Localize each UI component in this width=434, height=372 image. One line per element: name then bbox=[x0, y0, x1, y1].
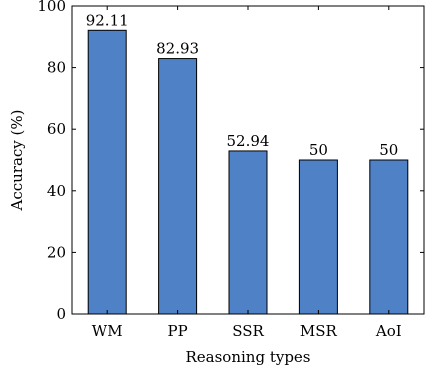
data-label-ssr: 52.94 bbox=[227, 132, 270, 150]
y-tick-label: 40 bbox=[47, 182, 66, 200]
x-tick-label-ssr: SSR bbox=[232, 322, 264, 340]
x-axis-title: Reasoning types bbox=[185, 348, 310, 366]
y-axis-title: Accuracy (%) bbox=[8, 109, 26, 211]
y-tick-label: 20 bbox=[47, 243, 66, 261]
bar-aoi bbox=[369, 159, 409, 315]
x-tick-label-pp: PP bbox=[168, 322, 188, 340]
data-label-msr: 50 bbox=[309, 141, 328, 159]
x-axis-ticks: WM PP SSR MSR AoI bbox=[92, 6, 402, 340]
bar-wm bbox=[87, 29, 127, 315]
x-tick-label-msr: MSR bbox=[300, 322, 338, 340]
y-tick-label: 80 bbox=[47, 59, 66, 77]
bar-msr bbox=[298, 159, 338, 315]
bars-group bbox=[87, 29, 409, 315]
x-tick-label-wm: WM bbox=[92, 322, 123, 340]
y-tick-label: 60 bbox=[47, 120, 66, 138]
bar-ssr bbox=[228, 150, 268, 315]
data-label-wm: 92.11 bbox=[86, 11, 129, 29]
data-label-aoi: 50 bbox=[379, 141, 398, 159]
data-label-pp: 82.93 bbox=[156, 40, 199, 58]
data-labels-group: 92.11 82.93 52.94 50 50 bbox=[86, 11, 399, 159]
y-axis-ticks: 0 20 40 60 80 100 bbox=[37, 0, 424, 323]
x-tick-label-aoi: AoI bbox=[375, 322, 402, 340]
y-tick-label: 0 bbox=[56, 305, 66, 323]
y-tick-label: 100 bbox=[37, 0, 66, 15]
bar-pp bbox=[158, 58, 198, 315]
